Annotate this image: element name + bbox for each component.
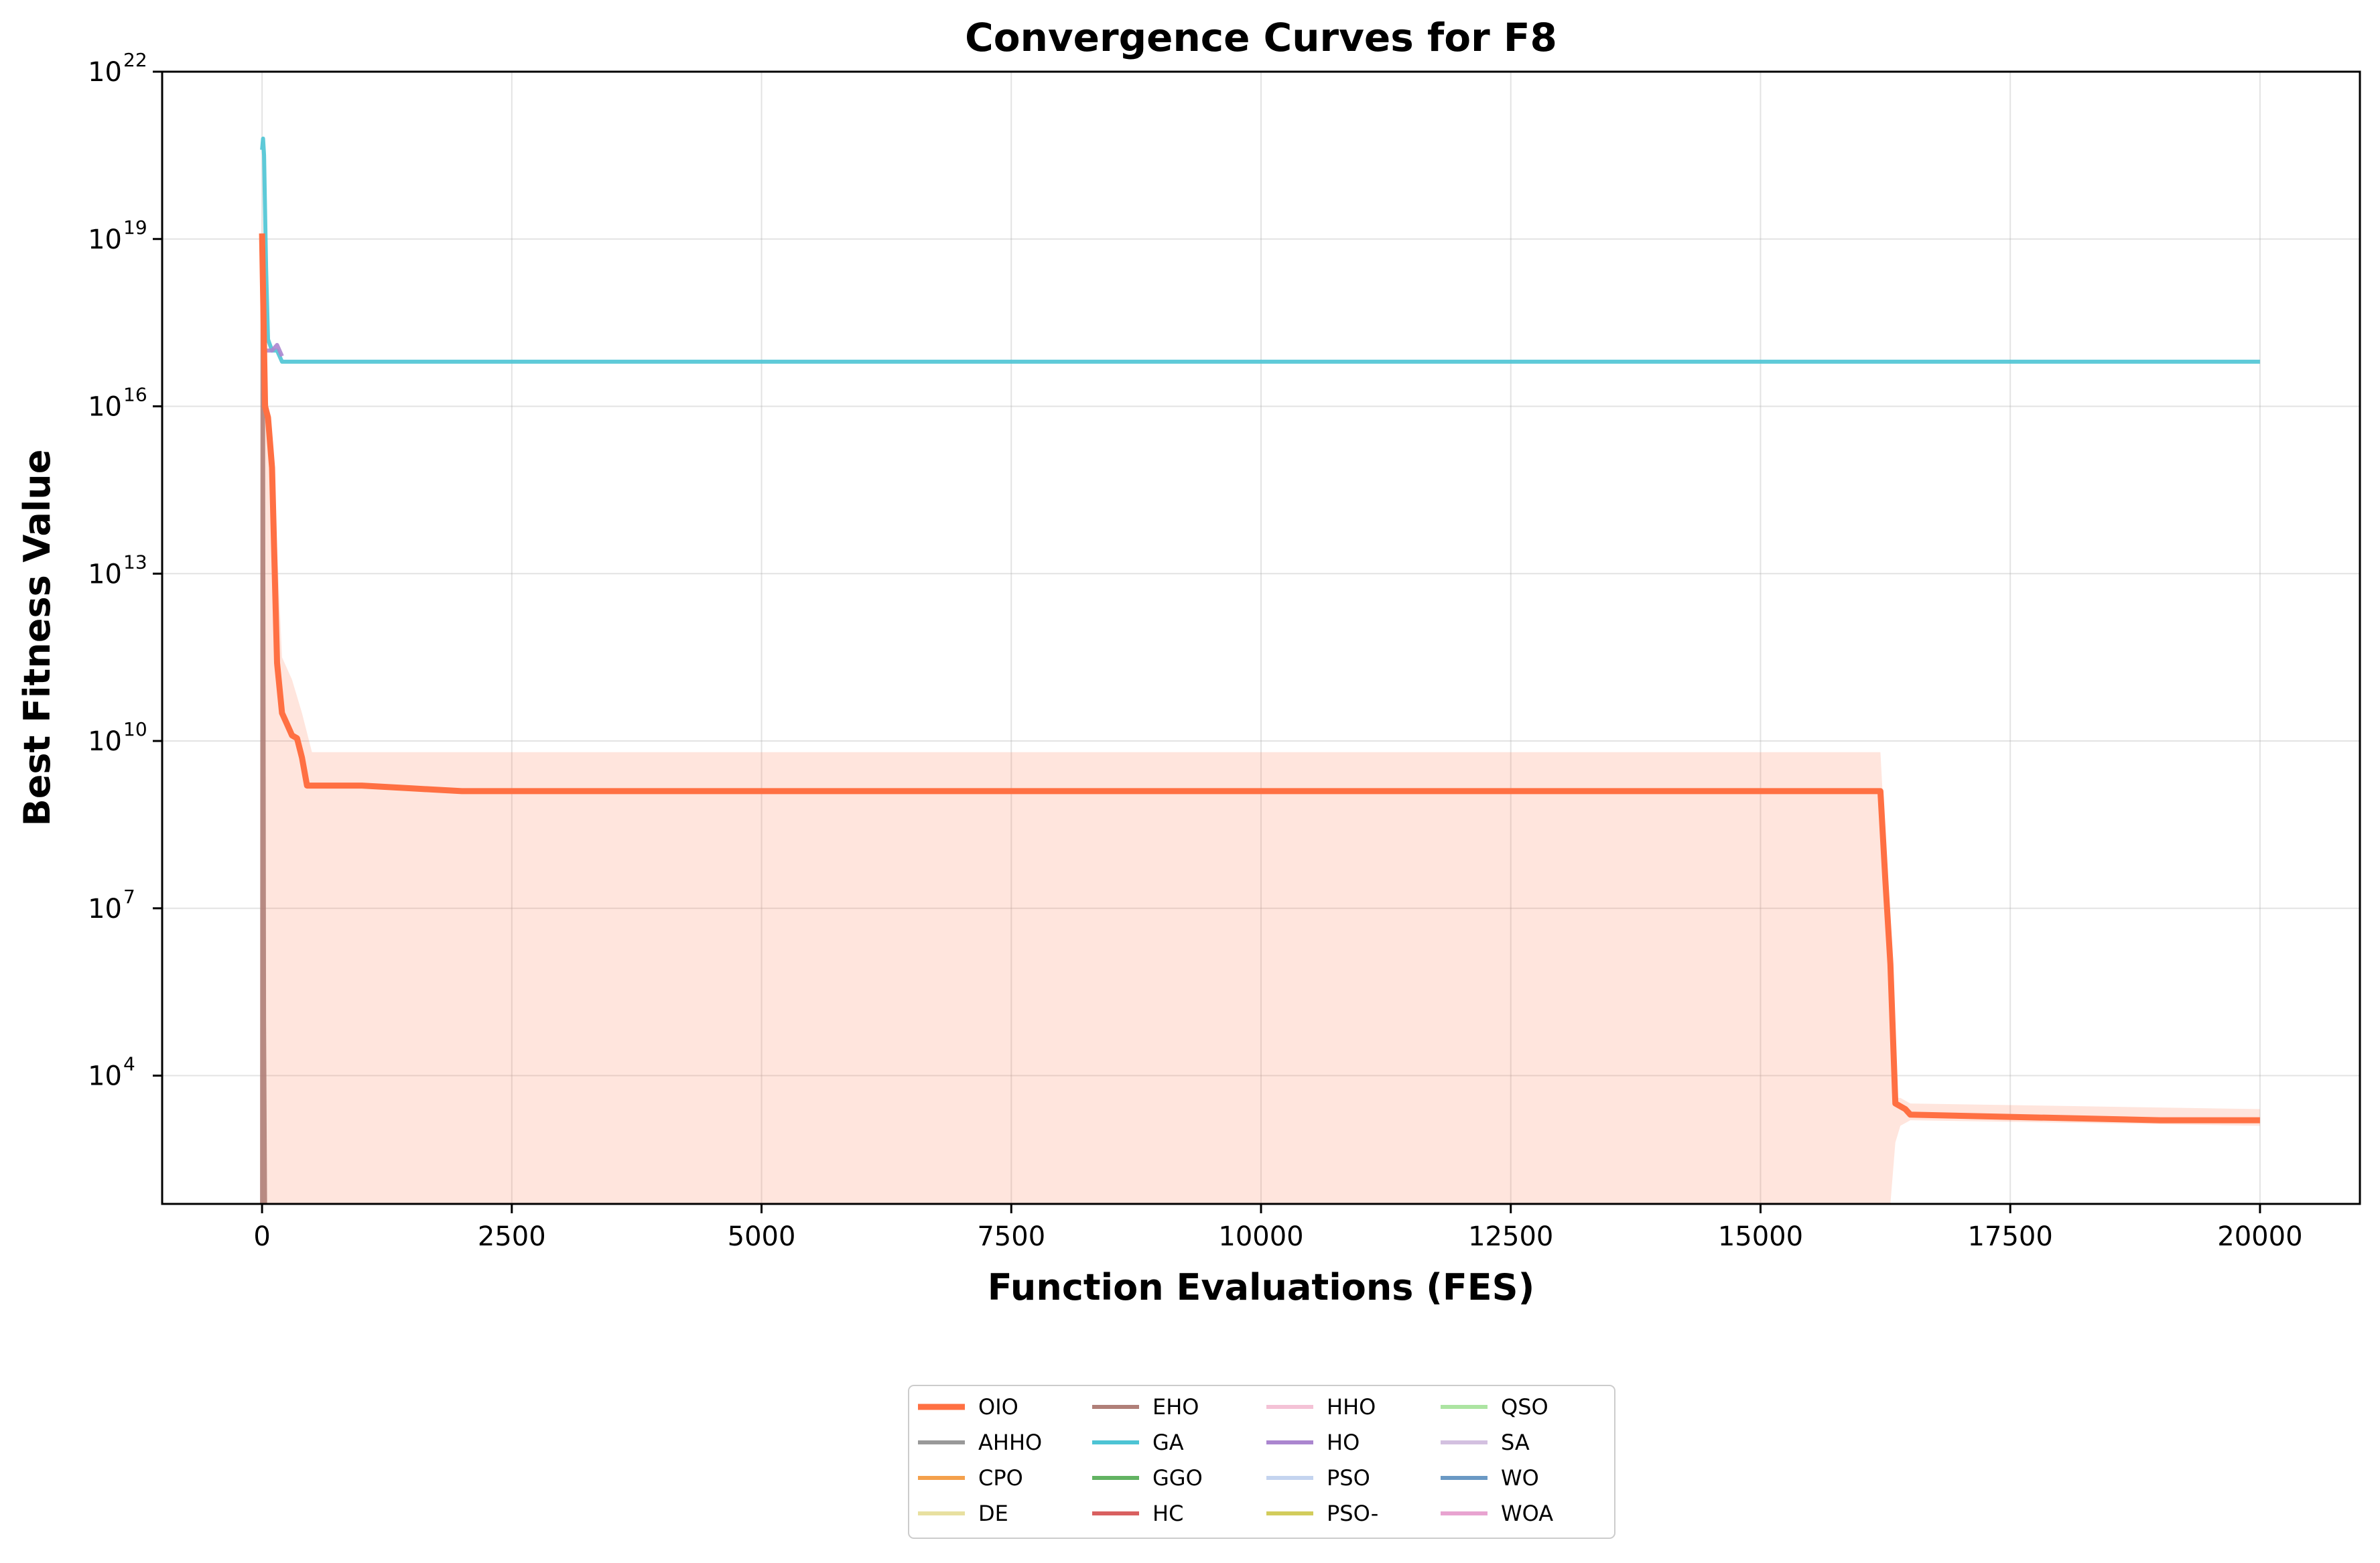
series-eho <box>260 293 267 1204</box>
legend-label: AHHO <box>978 1430 1042 1455</box>
legend-label: WO <box>1501 1465 1539 1491</box>
series-oio <box>259 233 2260 1124</box>
y-tick-label: 10 <box>88 1061 122 1092</box>
legend: OIO AHHO CPO DE EHO GA GGO HC HHO HO PSO PSO- QSO SA W… <box>908 1385 1615 1539</box>
x-tick-label: 15000 <box>1718 1221 1803 1252</box>
legend-item-eho: EHO <box>1092 1394 1199 1420</box>
y-tick-exponent: 19 <box>123 216 147 239</box>
legend-label: WOA <box>1501 1501 1553 1526</box>
y-tick-label: 10 <box>88 894 122 925</box>
y-axis-label: Best Fitness Value <box>16 450 58 827</box>
legend-item-cpo: CPO <box>918 1465 1023 1491</box>
legend-label: SA <box>1501 1430 1530 1455</box>
legend-item-oio: OIO <box>918 1394 1018 1420</box>
legend-item-wo: WO <box>1441 1465 1539 1491</box>
y-tick-exponent: 16 <box>123 384 147 406</box>
legend-item-pso: PSO- <box>1266 1501 1378 1526</box>
x-tick-label: 7500 <box>977 1221 1045 1252</box>
series-ga <box>260 136 2260 364</box>
legend-item-hho: HHO <box>1266 1394 1376 1420</box>
axis-ticks: 0 2500 5000 7500 10000 12500 15000 17500 20000 10… <box>88 49 2302 1252</box>
x-axis-label: Function Evaluations (FES) <box>988 1266 1535 1308</box>
series-lines <box>259 136 2260 1204</box>
legend-label: DE <box>978 1501 1008 1526</box>
x-tick-label: 2500 <box>478 1221 546 1252</box>
x-tick-label: 5000 <box>728 1221 796 1252</box>
legend-label: GA <box>1152 1430 1184 1455</box>
legend-item-ggo: GGO <box>1092 1465 1203 1491</box>
legend-label: HC <box>1152 1501 1183 1526</box>
y-tick-label: 10 <box>88 57 122 88</box>
legend-item-ga: GA <box>1092 1430 1184 1455</box>
legend-label: CPO <box>978 1465 1023 1491</box>
y-tick-exponent: 10 <box>123 718 147 740</box>
x-tick-label: 0 <box>253 1221 270 1252</box>
legend-item-sa: SA <box>1441 1430 1530 1455</box>
x-tick-label: 10000 <box>1218 1221 1303 1252</box>
y-tick-exponent: 22 <box>123 49 147 71</box>
legend-label: QSO <box>1501 1394 1548 1420</box>
x-tick-label: 17500 <box>1968 1221 2053 1252</box>
y-tick-exponent: 7 <box>123 886 135 908</box>
x-tick-label: 12500 <box>1468 1221 1553 1252</box>
legend-item-pso: PSO <box>1266 1465 1370 1491</box>
legend-item-woa: WOA <box>1441 1501 1553 1526</box>
legend-frame <box>908 1385 1615 1539</box>
y-tick-label: 10 <box>88 726 122 757</box>
band-oio <box>262 211 2260 1204</box>
y-tick-label: 10 <box>88 392 122 423</box>
legend-label: EHO <box>1152 1394 1199 1420</box>
chart-title: Convergence Curves for F8 <box>965 15 1557 60</box>
legend-item-ahho: AHHO <box>918 1430 1042 1455</box>
legend-item-de: DE <box>918 1501 1008 1526</box>
y-tick-label: 10 <box>88 224 122 255</box>
legend-label: PSO <box>1327 1465 1370 1491</box>
legend-label: OIO <box>978 1394 1018 1420</box>
y-tick-label: 10 <box>88 559 122 590</box>
confidence-bands <box>262 211 2260 1204</box>
legend-label: HHO <box>1327 1394 1376 1420</box>
y-tick-exponent: 13 <box>123 551 147 573</box>
y-tick-exponent: 4 <box>123 1053 135 1075</box>
legend-label: PSO- <box>1327 1501 1378 1526</box>
legend-item-ho: HO <box>1266 1430 1360 1455</box>
legend-item-hc: HC <box>1092 1501 1183 1526</box>
legend-label: HO <box>1327 1430 1360 1455</box>
legend-item-qso: QSO <box>1441 1394 1548 1420</box>
legend-label: GGO <box>1152 1465 1203 1491</box>
x-tick-label: 20000 <box>2217 1221 2302 1252</box>
